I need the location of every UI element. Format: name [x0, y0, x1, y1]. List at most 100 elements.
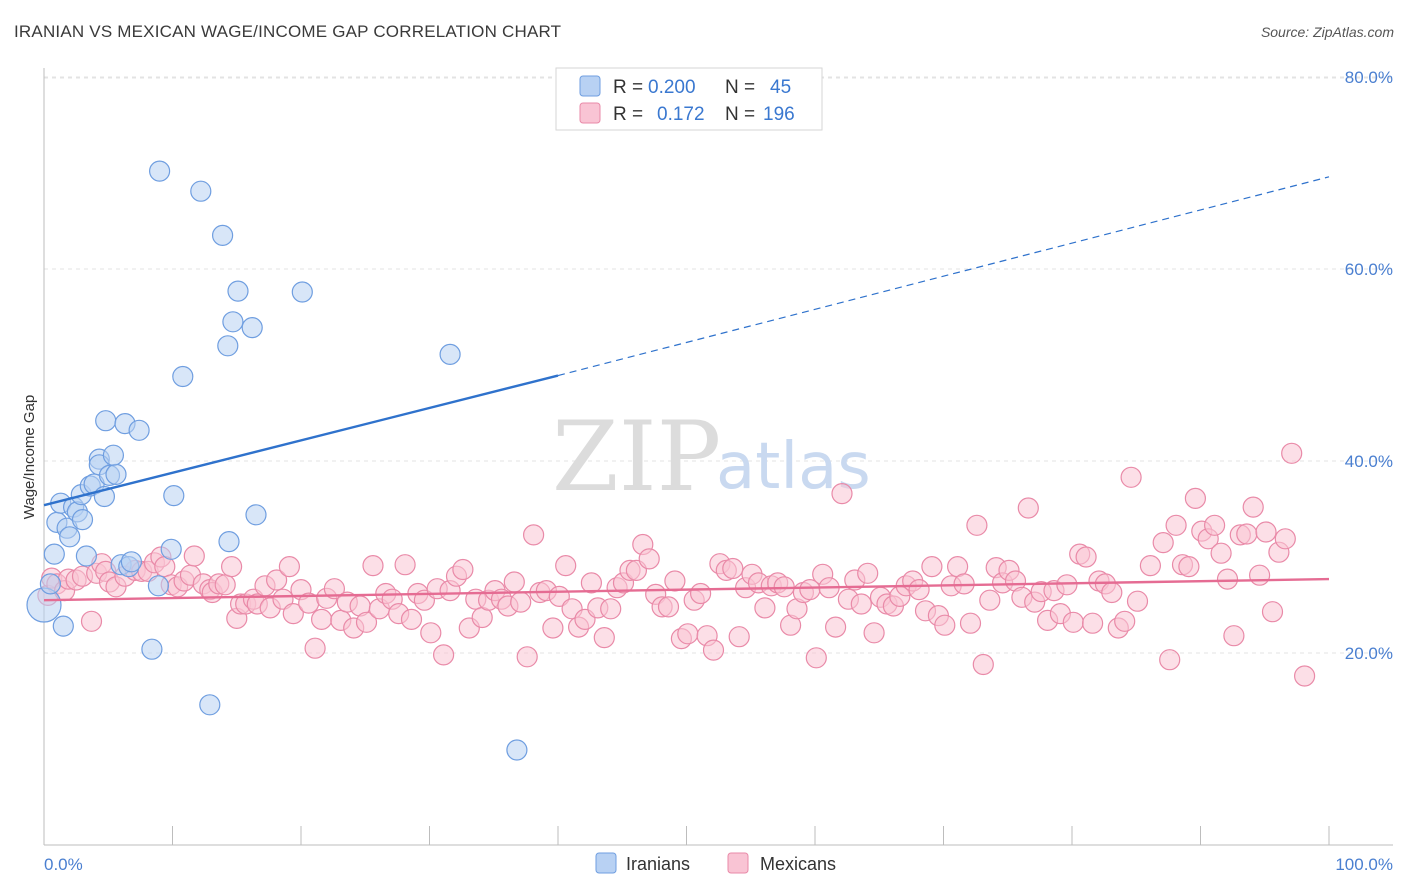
legend-r-value-iranians: 0.200 [648, 77, 696, 98]
mexican-point [420, 622, 442, 644]
mexican-point [702, 639, 725, 661]
mexican-point [272, 588, 294, 610]
x-tick-label-max: 100.0% [1335, 855, 1393, 874]
iranian-point [506, 739, 528, 761]
mexican-point [452, 558, 474, 581]
iranian-point [147, 575, 169, 597]
mexican-point [542, 617, 564, 639]
legend-n-value-iranians: 45 [770, 77, 791, 98]
mexican-point [522, 524, 545, 546]
mexican-point [516, 646, 538, 668]
mexican-point [863, 622, 885, 644]
legend-swatch-iranians [579, 75, 601, 97]
mexican-point [221, 555, 243, 578]
mexican-point [1236, 523, 1258, 545]
mexican-point [362, 554, 384, 577]
y-tick-label: 40.0% [1345, 452, 1393, 471]
mexican-point [850, 593, 872, 615]
mexican-point [908, 578, 930, 601]
mexican-point [966, 514, 988, 536]
iranian-point [128, 419, 150, 441]
mexican-point [1281, 442, 1303, 464]
mexican-point [1203, 514, 1226, 536]
chart-title: IRANIAN VS MEXICAN WAGE/INCOME GAP CORRE… [14, 22, 562, 41]
mexican-point [1242, 496, 1264, 518]
mexican-point [394, 554, 416, 576]
legend-r-value-mexicans: 0.172 [657, 104, 705, 125]
mexican-point [972, 653, 994, 676]
iranian-point [120, 551, 142, 573]
mexican-point [921, 555, 943, 578]
mexican-point [400, 608, 423, 631]
mexican-point [1075, 546, 1097, 568]
mexican-point [1223, 625, 1245, 647]
mexican-point [1017, 497, 1039, 519]
trend-layer [43, 176, 1330, 602]
mexican-point [1139, 554, 1162, 577]
mexican-point [1293, 665, 1316, 687]
iranian-point [105, 463, 127, 485]
legend-box: R = 0.200 N = 45 R = 0.172 N = 196 [555, 67, 823, 131]
legend-r-label: R = [613, 104, 643, 125]
mexican-point [80, 610, 103, 632]
axes [43, 68, 1393, 846]
mexican-point [959, 612, 982, 634]
iranian-point [59, 526, 81, 548]
iranian-point [190, 180, 212, 202]
mexican-point [214, 574, 236, 596]
iranian-point [43, 543, 65, 565]
bottom-legend: Iranians Mexicans [595, 852, 836, 874]
x-tick-label-min: 0.0% [44, 855, 83, 874]
mexican-point [1184, 487, 1207, 509]
trend-line-extension-iranians [557, 176, 1330, 377]
iranian-point [149, 160, 171, 182]
mexican-point [824, 616, 847, 638]
source-note: Source: ZipAtlas.com [1260, 24, 1394, 40]
mexican-point [510, 591, 532, 613]
iranian-point [218, 530, 240, 553]
mexican-point [664, 570, 686, 592]
mexican-point [1274, 528, 1296, 550]
mexican-point [1120, 466, 1142, 488]
mexican-point [503, 571, 525, 593]
legend-swatch-mexicans [579, 102, 601, 124]
mexican-point [857, 562, 879, 584]
iranian-point [245, 504, 267, 526]
iranian-point [241, 317, 263, 339]
mexican-point [805, 647, 827, 669]
bottom-legend-iranians: Iranians [626, 854, 690, 874]
trend-line-iranians [43, 374, 559, 507]
axis-ticks: 20.0% 40.0% 60.0% 80.0% [1345, 68, 1393, 663]
iranian-point [52, 615, 74, 637]
mexican-point [1081, 612, 1104, 634]
mexican-point [1178, 555, 1200, 578]
mexican-point [1152, 531, 1174, 554]
bottom-legend-mexicans: Mexicans [760, 854, 836, 874]
legend-n-value-mexicans: 196 [763, 104, 795, 125]
mexican-point [433, 644, 455, 666]
mexican-point [304, 637, 326, 659]
mexican-point [657, 596, 680, 618]
mexican-point [1159, 649, 1181, 671]
watermark: ZIP atlas [552, 401, 871, 513]
iranian-point [75, 545, 98, 567]
iranian-point [71, 508, 94, 531]
mexican-point [580, 572, 603, 594]
mexican-point [282, 602, 304, 625]
mexican-point [311, 608, 333, 631]
bottom-legend-swatch-mexicans [727, 852, 749, 874]
mexican-point [1216, 568, 1239, 590]
bottom-legend-swatch-iranians [595, 852, 617, 874]
mexican-point [1255, 521, 1277, 543]
mexican-point [1062, 611, 1084, 633]
mexican-point [183, 545, 205, 567]
mexican-point [1126, 590, 1149, 612]
legend-r-label: R = [613, 77, 643, 98]
y-tick-label: 60.0% [1345, 260, 1393, 279]
y-axis-label: Wage/Income Gap [21, 395, 38, 520]
mexican-point [979, 589, 1001, 611]
mexican-point [677, 623, 699, 645]
iranian-point [222, 311, 244, 333]
mexican-point [323, 578, 345, 600]
y-tick-label: 80.0% [1345, 68, 1393, 87]
